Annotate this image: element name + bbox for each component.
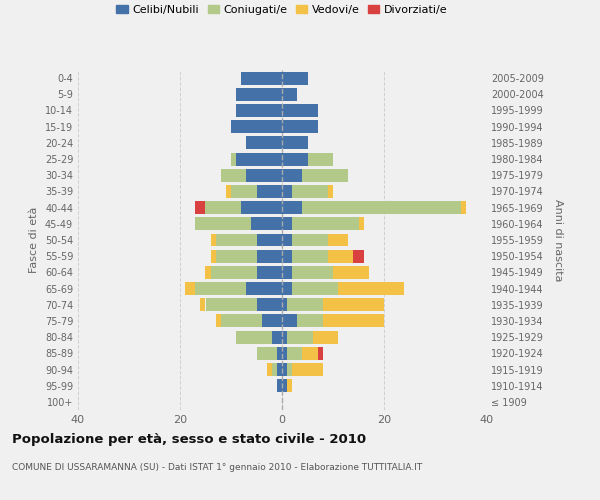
Bar [206,298,257,311]
Bar [318,347,323,360]
Bar [292,218,359,230]
Bar [287,379,292,392]
Bar [257,185,282,198]
Y-axis label: Fasce di età: Fasce di età [29,207,39,273]
Bar [282,330,287,344]
Legend: Celibi/Nubili, Coniugati/e, Vedovi/e, Divorziati/e: Celibi/Nubili, Coniugati/e, Vedovi/e, Di… [112,1,452,20]
Bar [247,282,282,295]
Bar [292,282,338,295]
Bar [282,136,308,149]
Bar [308,152,333,166]
Bar [292,234,328,246]
Bar [267,363,272,376]
Bar [282,120,318,133]
Bar [302,169,349,181]
Bar [231,120,282,133]
Bar [282,169,302,181]
Bar [328,185,333,198]
Bar [236,104,282,117]
Bar [247,169,282,181]
Bar [461,201,466,214]
Bar [282,201,302,214]
Bar [328,234,349,246]
Bar [287,298,323,311]
Bar [282,234,292,246]
Bar [282,104,318,117]
Text: COMUNE DI USSARAMANNA (SU) - Dati ISTAT 1° gennaio 2010 - Elaborazione TUTTITALI: COMUNE DI USSARAMANNA (SU) - Dati ISTAT … [12,462,422,471]
Bar [282,379,287,392]
Bar [282,314,298,328]
Bar [282,266,292,279]
Bar [302,201,461,214]
Bar [257,266,282,279]
Bar [257,234,282,246]
Bar [313,330,338,344]
Bar [282,185,292,198]
Bar [333,266,369,279]
Bar [257,250,282,262]
Bar [221,314,262,328]
Bar [221,169,247,181]
Bar [206,201,241,214]
Bar [292,185,328,198]
Bar [257,298,282,311]
Bar [216,314,221,328]
Bar [272,363,277,376]
Bar [226,185,231,198]
Bar [231,152,236,166]
Bar [287,363,292,376]
Bar [251,218,282,230]
Bar [282,218,292,230]
Bar [292,266,333,279]
Bar [323,298,384,311]
Bar [353,250,364,262]
Bar [206,266,211,279]
Bar [272,330,282,344]
Bar [277,379,282,392]
Bar [287,347,302,360]
Text: Popolazione per età, sesso e stato civile - 2010: Popolazione per età, sesso e stato civil… [12,432,366,446]
Bar [338,282,404,295]
Bar [216,234,257,246]
Bar [302,347,318,360]
Bar [262,314,282,328]
Bar [247,136,282,149]
Bar [292,250,328,262]
Bar [282,282,292,295]
Bar [282,363,287,376]
Bar [185,282,196,295]
Bar [231,185,257,198]
Bar [241,201,282,214]
Bar [282,72,308,85]
Bar [292,363,323,376]
Bar [282,347,287,360]
Bar [236,88,282,101]
Bar [282,152,308,166]
Bar [277,347,282,360]
Bar [211,250,216,262]
Bar [257,347,277,360]
Bar [236,152,282,166]
Bar [211,234,216,246]
Bar [200,298,206,311]
Bar [328,250,353,262]
Bar [323,314,384,328]
Y-axis label: Anni di nascita: Anni di nascita [553,198,563,281]
Bar [287,330,313,344]
Bar [196,201,206,214]
Bar [282,298,287,311]
Bar [298,314,323,328]
Bar [216,250,257,262]
Bar [241,72,282,85]
Bar [282,250,292,262]
Bar [236,330,272,344]
Bar [359,218,364,230]
Bar [211,266,257,279]
Bar [196,218,251,230]
Bar [196,282,247,295]
Bar [277,363,282,376]
Bar [282,88,298,101]
